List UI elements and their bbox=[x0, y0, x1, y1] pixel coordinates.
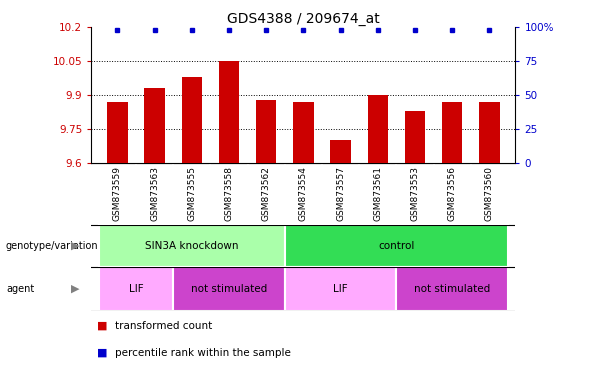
Text: GSM873560: GSM873560 bbox=[485, 166, 494, 222]
Text: ■: ■ bbox=[97, 348, 108, 358]
Title: GDS4388 / 209674_at: GDS4388 / 209674_at bbox=[227, 12, 380, 26]
Bar bbox=[479, 102, 499, 163]
Bar bbox=[284, 267, 396, 311]
Bar bbox=[284, 225, 508, 267]
Text: GSM873556: GSM873556 bbox=[448, 166, 456, 222]
Bar bbox=[405, 111, 425, 163]
Text: GSM873562: GSM873562 bbox=[262, 167, 270, 221]
Text: LIF: LIF bbox=[333, 284, 348, 294]
Bar bbox=[219, 61, 239, 163]
Bar bbox=[368, 95, 388, 163]
Text: ■: ■ bbox=[97, 321, 108, 331]
Bar bbox=[99, 225, 284, 267]
Bar bbox=[396, 267, 508, 311]
Bar bbox=[442, 102, 462, 163]
Text: SIN3A knockdown: SIN3A knockdown bbox=[145, 241, 239, 251]
Text: GSM873558: GSM873558 bbox=[224, 166, 233, 222]
Bar bbox=[107, 102, 128, 163]
Bar bbox=[330, 141, 351, 163]
Text: GSM873557: GSM873557 bbox=[336, 166, 345, 222]
Bar bbox=[144, 88, 165, 163]
Bar bbox=[181, 77, 202, 163]
Text: ▶: ▶ bbox=[71, 241, 80, 251]
Text: GSM873553: GSM873553 bbox=[411, 166, 419, 222]
Text: GSM873559: GSM873559 bbox=[113, 166, 122, 222]
Bar bbox=[173, 267, 284, 311]
Text: not stimulated: not stimulated bbox=[414, 284, 490, 294]
Text: GSM873561: GSM873561 bbox=[373, 166, 382, 222]
Text: LIF: LIF bbox=[128, 284, 143, 294]
Text: not stimulated: not stimulated bbox=[191, 284, 267, 294]
Text: GSM873554: GSM873554 bbox=[299, 167, 308, 221]
Bar bbox=[256, 99, 276, 163]
Text: ▶: ▶ bbox=[71, 284, 80, 294]
Bar bbox=[293, 102, 313, 163]
Text: GSM873563: GSM873563 bbox=[150, 166, 159, 222]
Text: genotype/variation: genotype/variation bbox=[6, 241, 98, 251]
Text: transformed count: transformed count bbox=[115, 321, 212, 331]
Text: agent: agent bbox=[6, 284, 34, 294]
Text: control: control bbox=[378, 241, 415, 251]
Text: GSM873555: GSM873555 bbox=[187, 166, 196, 222]
Text: percentile rank within the sample: percentile rank within the sample bbox=[115, 348, 291, 358]
Bar bbox=[99, 267, 173, 311]
